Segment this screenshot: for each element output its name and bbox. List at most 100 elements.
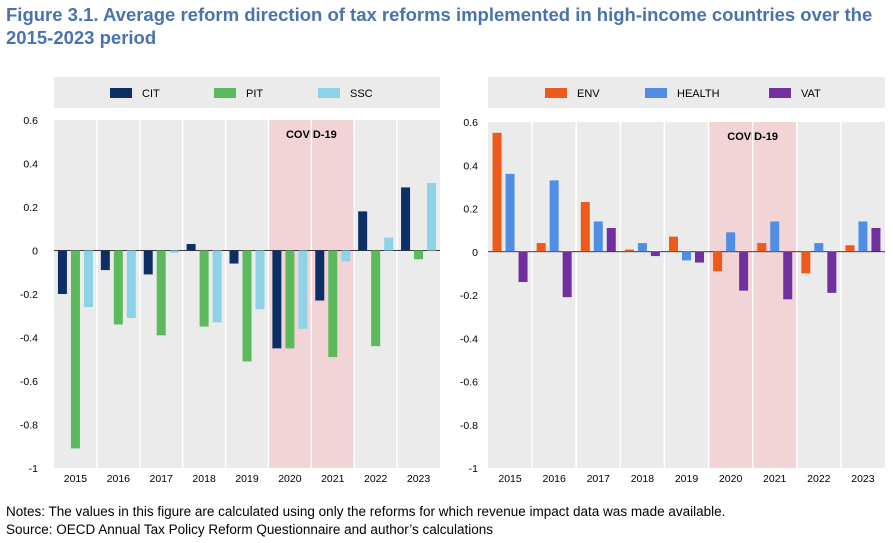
chart0-bar-ssc-2015: [83, 250, 93, 308]
chart0-bar-ssc-2018: [212, 250, 222, 323]
chart0-bar-cit-2015: [57, 250, 67, 294]
chart1-bar-vat-2021: [783, 251, 793, 300]
chart1-y-tick-label: 0.4: [463, 160, 478, 172]
chart1-bar-health-2020: [726, 232, 736, 252]
chart0-y-tick-label: -1: [29, 463, 38, 475]
chart1-x-tick-label-2015: 2015: [498, 473, 522, 485]
chart1-y-tick-label: 0.6: [463, 117, 478, 129]
chart1-bar-health-2021: [770, 221, 780, 252]
chart1-x-tick-label-2020: 2020: [719, 473, 743, 485]
chart0-x-tick-label-2015: 2015: [64, 473, 88, 485]
chart1-legend-swatch-health: [645, 88, 667, 98]
chart0-bar-pit-2018: [199, 250, 209, 327]
chart1-bar-env-2016: [536, 243, 546, 252]
chart0-y-tick-label: -0.2: [20, 289, 38, 301]
chart0-bar-cit-2023: [401, 187, 411, 251]
chart1-bar-env-2017: [580, 202, 590, 252]
chart0-bar-ssc-2017: [169, 250, 179, 253]
chart0-legend-label-pit: PIT: [246, 88, 263, 100]
chart1-x-tick-label-2018: 2018: [631, 473, 655, 485]
chart1-bar-health-2023: [858, 221, 868, 252]
chart1-bar-health-2019: [682, 251, 691, 261]
chart1-y-tick-label: -0.8: [460, 420, 478, 432]
chart0-x-tick-label-2021: 2021: [321, 473, 345, 485]
chart1-bar-health-2015: [505, 173, 515, 252]
chart0-y-tick-label: 0.6: [23, 115, 38, 127]
chart1-legend-label-health: HEALTH: [677, 88, 720, 100]
chart1-y-tick-label: -1: [469, 463, 478, 475]
chart0-y-tick-label: 0.2: [23, 202, 38, 214]
chart1-bar-vat-2018: [650, 251, 660, 257]
chart0-bar-cit-2021: [315, 250, 325, 301]
chart0-bar-ssc-2021: [341, 250, 351, 262]
chart1-bar-env-2019: [669, 236, 678, 252]
source-text: Source: OECD Annual Tax Policy Reform Qu…: [6, 522, 494, 537]
chart1-y-tick-label: -0.6: [460, 377, 478, 389]
chart1-bar-vat-2016: [562, 251, 572, 298]
chart0-bar-pit-2015: [70, 250, 80, 449]
chart0-y-tick-label: -0.4: [20, 333, 38, 345]
chart1-x-tick-label-2016: 2016: [542, 473, 566, 485]
chart1-legend-swatch-env: [545, 88, 567, 98]
chart0-x-tick-label-2023: 2023: [407, 473, 431, 485]
chart1-plot-area: [488, 122, 885, 468]
chart1-legend-swatch-vat: [769, 88, 791, 98]
chart1-bar-vat-2019: [695, 251, 704, 263]
chart0-legend-swatch-cit: [110, 88, 132, 98]
chart0-bar-ssc-2016: [126, 250, 136, 318]
chart1-bar-env-2023: [845, 245, 855, 252]
chart0-legend-label-ssc: SSC: [350, 88, 373, 100]
chart0-y-tick-label: -0.6: [20, 376, 38, 388]
chart1-x-tick-label-2017: 2017: [587, 473, 611, 485]
chart1-bar-env-2022: [801, 251, 811, 274]
chart0-bar-cit-2020: [272, 250, 282, 349]
chart0-bar-pit-2021: [328, 250, 338, 358]
chart1-y-tick-label: 0.2: [463, 204, 478, 216]
chart1-y-tick-label: -0.2: [460, 290, 478, 302]
chart0-bar-cit-2019: [229, 250, 239, 264]
chart0-bar-pit-2022: [371, 250, 381, 347]
chart1-x-tick-label-2023: 2023: [851, 473, 875, 485]
chart1-bar-vat-2017: [606, 227, 616, 252]
chart0-x-tick-label-2018: 2018: [192, 473, 216, 485]
chart0-bar-pit-2020: [285, 250, 295, 349]
chart1-legend-label-env: ENV: [577, 88, 600, 100]
chart1-bar-health-2016: [549, 180, 559, 252]
chart1-bar-health-2022: [814, 243, 824, 252]
chart0-legend-swatch-pit: [214, 88, 236, 98]
chart1-bar-env-2021: [757, 243, 767, 252]
chart0-bar-pit-2023: [414, 250, 424, 260]
chart0-x-tick-label-2022: 2022: [364, 473, 388, 485]
chart0-bar-ssc-2019: [255, 250, 265, 310]
chart1-x-tick-label-2022: 2022: [807, 473, 831, 485]
chart0-bar-pit-2016: [113, 250, 123, 325]
chart1-bar-vat-2022: [827, 251, 837, 293]
chart0-bar-pit-2019: [242, 250, 252, 362]
chart-right-tax-reforms: ENVHEALTHVATCOVID-19-1-0.8-0.6-0.4-0.200…: [460, 77, 885, 485]
chart1-x-tick-label-2021: 2021: [763, 473, 787, 485]
chart1-bar-vat-2020: [739, 251, 749, 291]
chart0-bar-ssc-2020: [298, 250, 308, 329]
notes-text: Notes: The values in this figure are cal…: [6, 504, 726, 519]
chart0-bar-cit-2017: [143, 250, 153, 275]
chart1-bar-env-2018: [624, 249, 634, 252]
chart1-bar-env-2020: [713, 251, 723, 272]
chart0-x-tick-label-2017: 2017: [150, 473, 174, 485]
chart0-x-tick-label-2020: 2020: [278, 473, 302, 485]
chart0-y-tick-label: 0: [32, 246, 38, 258]
chart1-bar-health-2018: [637, 243, 647, 252]
chart0-legend-swatch-ssc: [318, 88, 340, 98]
chart1-bar-vat-2015: [518, 251, 528, 283]
chart1-x-tick-label-2019: 2019: [675, 473, 699, 485]
chart1-legend-label-vat: VAT: [801, 88, 821, 100]
chart1-bar-env-2015: [492, 132, 502, 252]
figure-title: Figure 3.1. Average reform direction of …: [6, 4, 873, 48]
chart0-bar-cit-2022: [358, 211, 368, 251]
chart0-x-tick-label-2016: 2016: [107, 473, 131, 485]
chart1-y-tick-label: 0: [472, 247, 478, 259]
chart0-bar-cit-2018: [186, 243, 196, 251]
notes-block: Notes: The values in this figure are cal…: [6, 503, 725, 539]
chart1-y-tick-label: -0.4: [460, 333, 478, 345]
chart0-legend-label-cit: CIT: [142, 88, 160, 100]
chart0-bar-pit-2017: [156, 250, 166, 336]
